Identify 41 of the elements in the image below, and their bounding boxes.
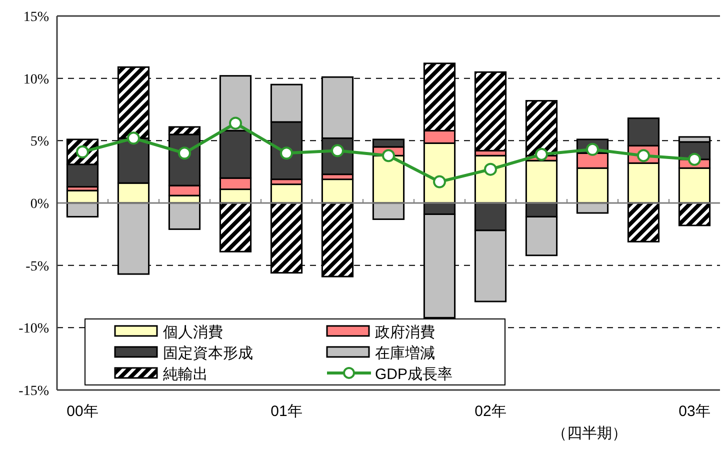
point [688, 152, 701, 166]
bar [525, 216, 558, 256]
point [535, 148, 548, 161]
y-tick-label: -10% [18, 322, 50, 337]
x-tick-label: 01年 [270, 403, 302, 420]
point [433, 175, 446, 188]
bar [219, 202, 252, 252]
point [280, 146, 293, 160]
bar [678, 167, 711, 204]
x-tick-label: 02年 [474, 403, 506, 420]
point [229, 116, 242, 130]
bar [219, 130, 252, 179]
text: （四半期） [552, 425, 627, 442]
x-tick-label: 03年 [678, 403, 710, 420]
bar [627, 202, 660, 242]
y-tick-label: -15% [18, 384, 50, 399]
bar [678, 202, 711, 226]
y-tick-label: 15% [23, 10, 50, 25]
bar [372, 202, 405, 220]
y-tick-label: 0% [30, 197, 50, 212]
point [382, 149, 395, 162]
legend-label: GDP成長率 [375, 366, 453, 383]
bar [525, 160, 558, 204]
y-tick-label: 10% [23, 72, 50, 88]
bar [627, 162, 660, 204]
y-tick-label: 5% [30, 134, 50, 150]
y-tick-label: -5% [26, 259, 50, 274]
legend-label: 政府消費 [375, 324, 435, 341]
point [127, 132, 140, 145]
bar [627, 117, 660, 146]
legend-label: 在庫増減 [375, 344, 435, 362]
bar [168, 126, 201, 136]
legend-label: 純輸出 [163, 366, 208, 383]
x-tick-label: 00年 [66, 403, 98, 420]
legend-label: 固定資本形成 [163, 344, 253, 362]
legend-label: 個人消費 [163, 324, 223, 341]
bar [168, 202, 201, 230]
point [484, 162, 497, 176]
bar [66, 164, 99, 188]
bar [576, 167, 609, 204]
bar [270, 84, 303, 123]
